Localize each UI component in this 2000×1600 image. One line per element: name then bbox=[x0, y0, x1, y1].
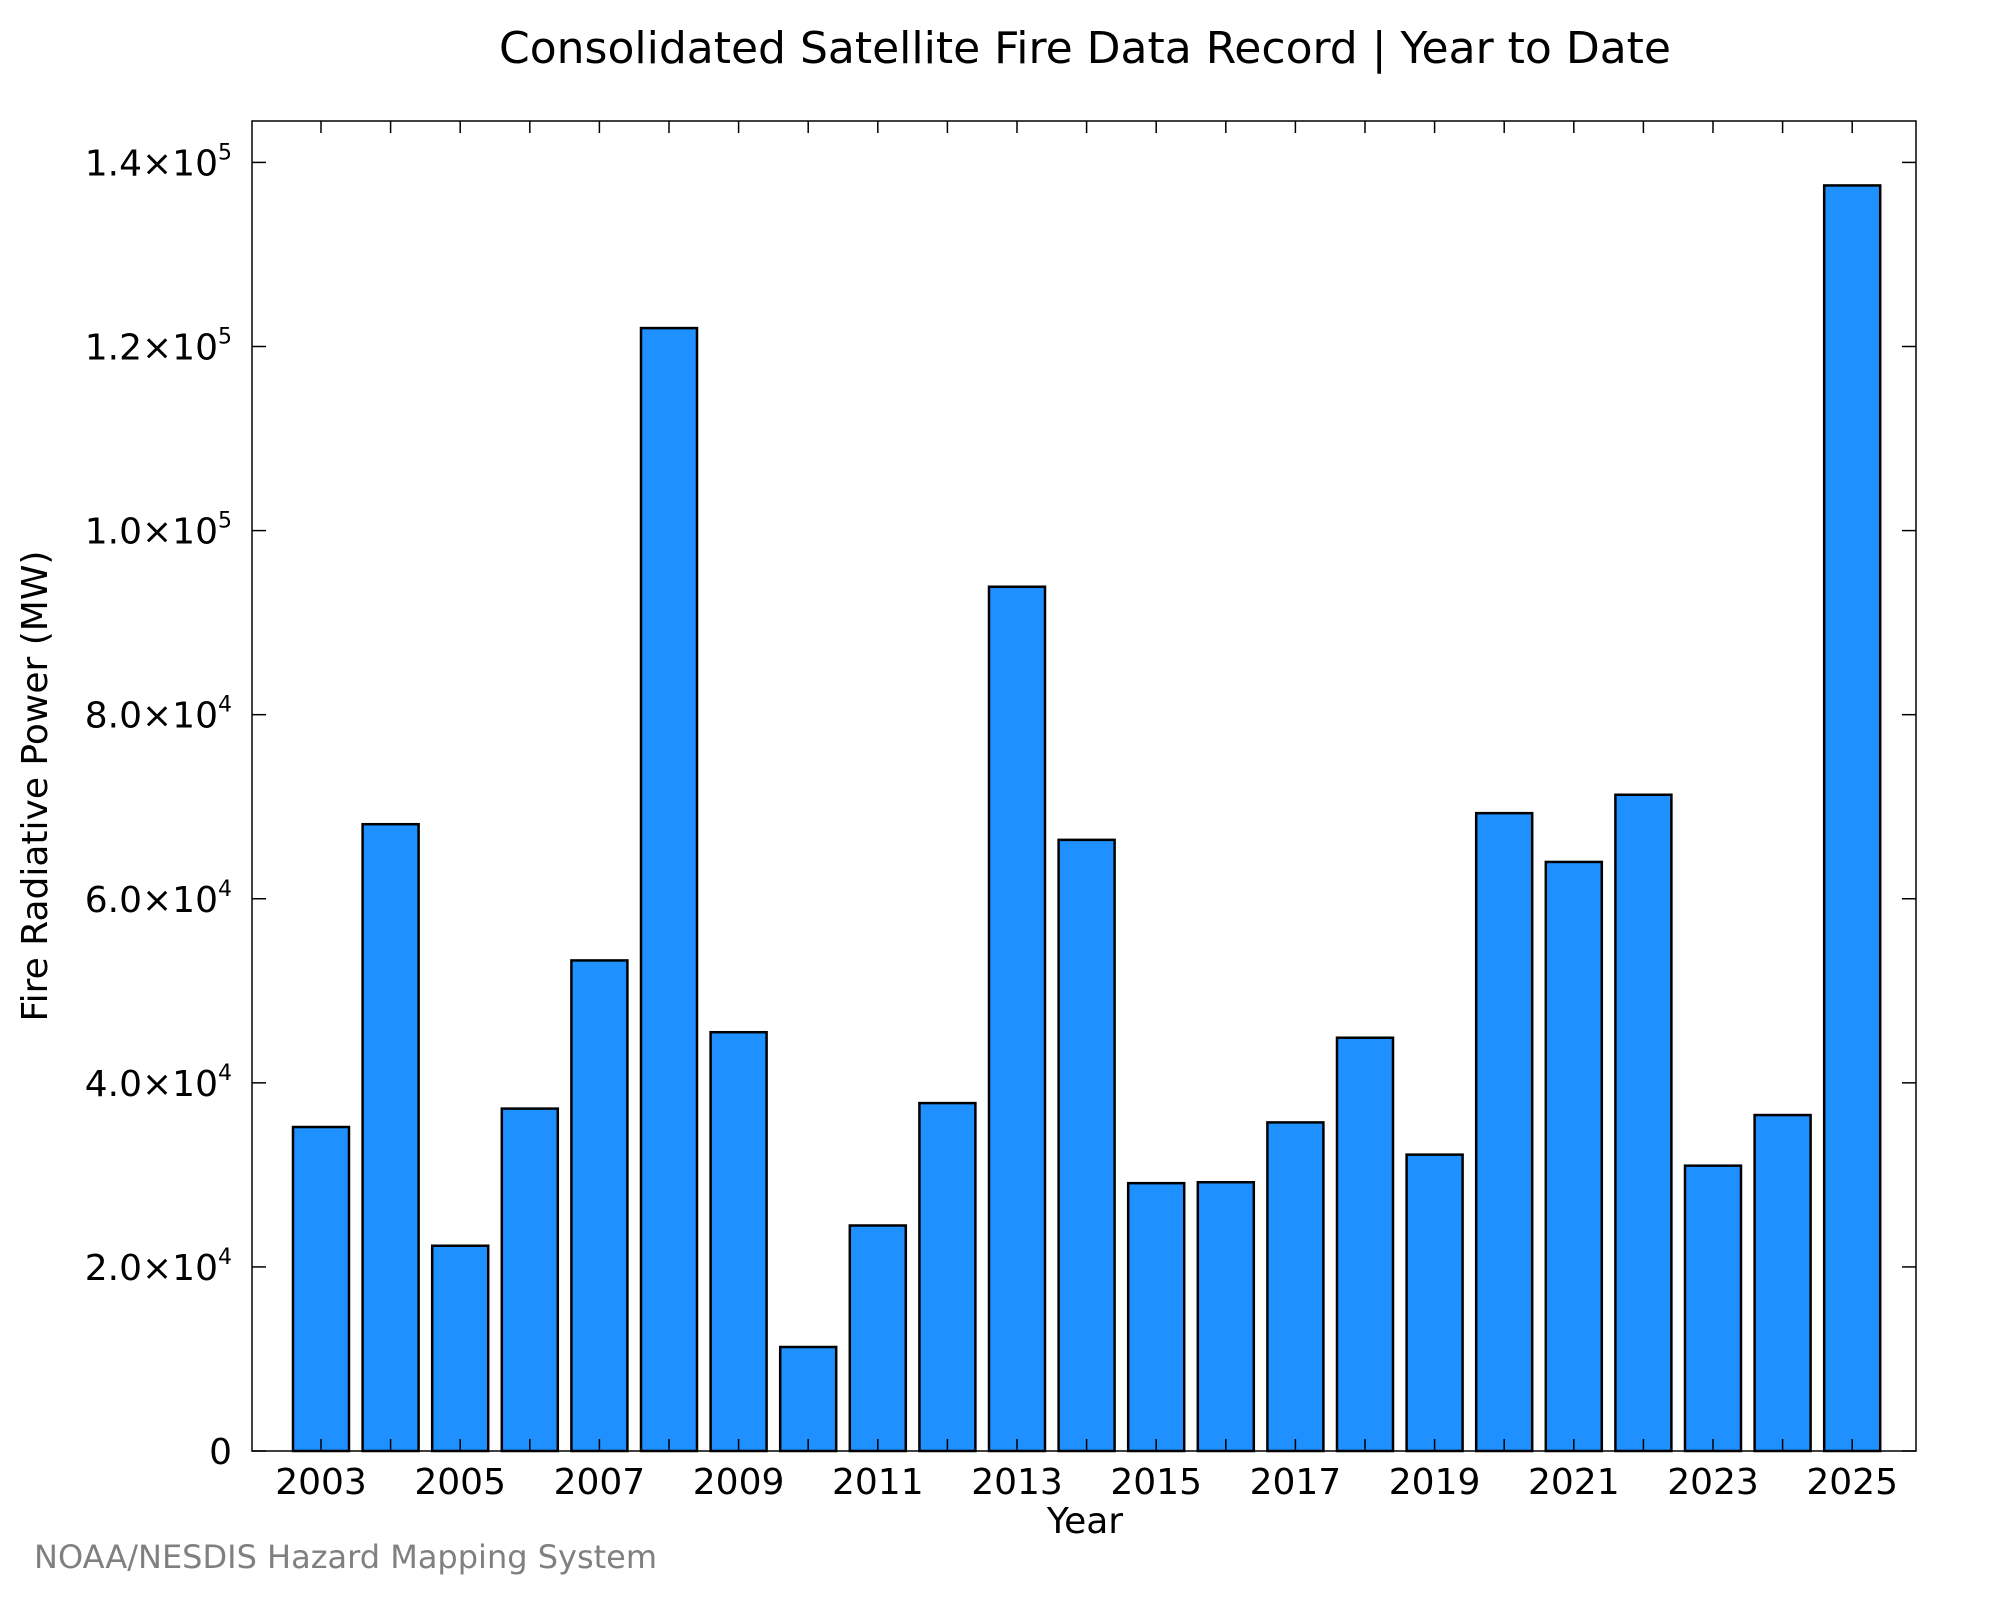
x-tick-label: 2015 bbox=[1110, 1462, 1202, 1503]
bar-2012 bbox=[918, 1101, 977, 1453]
x-tick-label: 2011 bbox=[832, 1462, 924, 1503]
bar-2020 bbox=[1474, 811, 1534, 1453]
y-tick-label: 0 bbox=[209, 1432, 232, 1473]
bar-2022 bbox=[1614, 793, 1673, 1453]
y-tick-label: 8.0×104 bbox=[85, 693, 232, 737]
source-credit: NOAA/NESDIS Hazard Mapping System bbox=[34, 1538, 658, 1576]
x-tick-label: 2019 bbox=[1389, 1462, 1481, 1503]
bar-2021 bbox=[1544, 860, 1604, 1453]
bar-2006 bbox=[500, 1107, 560, 1453]
x-tick-label: 2007 bbox=[554, 1462, 646, 1503]
bar-2019 bbox=[1405, 1153, 1464, 1453]
x-tick-label: 2023 bbox=[1667, 1462, 1759, 1503]
bar-2007 bbox=[570, 959, 629, 1453]
x-axis-ticks: 2003 2005 2007 2009 2011 2013 2015 2017 2019 2021… bbox=[275, 121, 1898, 1503]
y-tick-label: 4.0×104 bbox=[85, 1061, 232, 1105]
bar-2018 bbox=[1335, 1036, 1395, 1453]
bar-2003 bbox=[291, 1125, 351, 1453]
bars-group bbox=[291, 184, 1882, 1453]
bar-2009 bbox=[709, 1030, 768, 1453]
y-tick-label: 1.0×105 bbox=[85, 509, 232, 553]
y-tick-label: 2.0×104 bbox=[85, 1245, 232, 1289]
bar-2008 bbox=[639, 326, 699, 1453]
y-tick-label: 1.2×105 bbox=[85, 325, 232, 369]
y-tick-label: 6.0×104 bbox=[85, 877, 232, 921]
bar-2014 bbox=[1057, 838, 1116, 1453]
x-tick-label: 2017 bbox=[1250, 1462, 1342, 1503]
x-tick-label: 2025 bbox=[1806, 1462, 1898, 1503]
bar-2004 bbox=[361, 822, 420, 1453]
bar-2025 bbox=[1822, 184, 1882, 1453]
bar-2023 bbox=[1683, 1164, 1743, 1453]
bar-2016 bbox=[1196, 1180, 1256, 1453]
bar-2013 bbox=[987, 585, 1047, 1453]
plot-area-frame bbox=[251, 120, 1917, 1452]
chart-title: Consolidated Satellite Fire Data Record … bbox=[499, 23, 1671, 74]
x-tick-label: 2021 bbox=[1528, 1462, 1620, 1503]
bar-2017 bbox=[1266, 1121, 1325, 1453]
bar-2015 bbox=[1126, 1181, 1186, 1453]
bar-2011 bbox=[848, 1224, 908, 1453]
bar-2024 bbox=[1753, 1113, 1812, 1453]
bar-2010 bbox=[778, 1345, 838, 1453]
x-tick-label: 2009 bbox=[693, 1462, 785, 1503]
x-axis-label: Year bbox=[1046, 1501, 1123, 1542]
x-tick-label: 2005 bbox=[414, 1462, 506, 1503]
y-tick-label: 1.4×105 bbox=[85, 140, 232, 184]
y-axis-ticks: 0 2.0×104 4.0×104 6.0×104 8.0×104 1.0×105 1.2×… bbox=[85, 140, 1916, 1473]
x-tick-label: 2013 bbox=[971, 1462, 1063, 1503]
bar-2005 bbox=[430, 1244, 490, 1453]
x-tick-label: 2003 bbox=[275, 1462, 367, 1503]
y-axis-label: Fire Radiative Power (MW) bbox=[15, 551, 56, 1022]
